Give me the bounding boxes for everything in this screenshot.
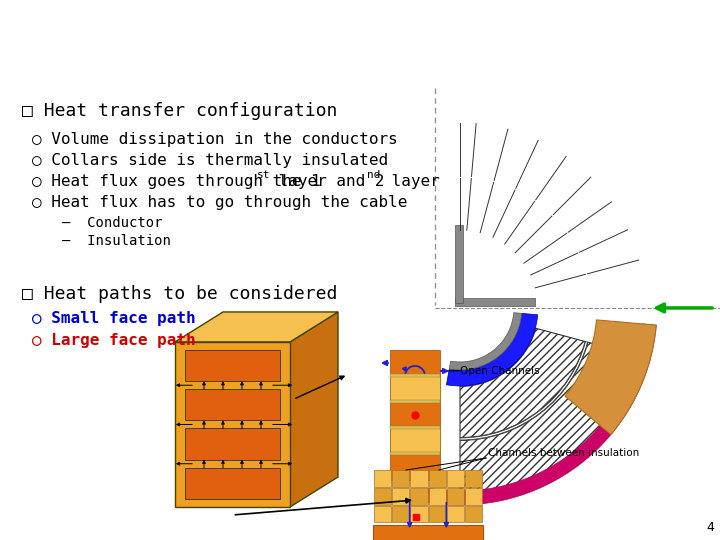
Text: Channels between insulation: Channels between insulation xyxy=(488,448,639,458)
Wedge shape xyxy=(443,319,657,508)
Bar xyxy=(455,225,463,303)
Wedge shape xyxy=(460,342,588,440)
Text: 4: 4 xyxy=(706,521,714,534)
Bar xyxy=(428,470,446,487)
Bar xyxy=(390,376,440,402)
Wedge shape xyxy=(449,313,522,370)
Wedge shape xyxy=(460,341,587,439)
Wedge shape xyxy=(565,320,656,435)
Text: □ Heat transfer configuration: □ Heat transfer configuration xyxy=(22,102,338,120)
Text: Open Channels: Open Channels xyxy=(460,366,539,376)
Bar xyxy=(390,401,440,403)
Bar xyxy=(392,488,409,504)
Bar xyxy=(410,488,428,504)
Bar xyxy=(465,505,482,522)
Bar xyxy=(390,453,440,455)
Polygon shape xyxy=(290,312,338,507)
Text: The heat paths (1/2): The heat paths (1/2) xyxy=(72,23,442,57)
Bar xyxy=(455,298,535,306)
Text: ○ Large face path: ○ Large face path xyxy=(32,333,196,348)
Text: ○ Heat flux has to go through the cable: ○ Heat flux has to go through the cable xyxy=(32,195,408,210)
Bar xyxy=(465,470,482,487)
Bar xyxy=(390,427,440,429)
Bar xyxy=(373,525,483,540)
Text: l r f u: l r f u xyxy=(6,10,38,18)
Text: layer: layer xyxy=(382,174,440,189)
Bar xyxy=(390,402,440,428)
Bar xyxy=(410,505,428,522)
Bar xyxy=(185,389,280,421)
Text: cea: cea xyxy=(17,38,36,48)
Bar xyxy=(465,488,482,504)
Bar xyxy=(374,470,391,487)
Text: ○ Collars side is thermally insulated: ○ Collars side is thermally insulated xyxy=(32,153,388,168)
Text: –  Insulation: – Insulation xyxy=(62,234,171,248)
Bar xyxy=(390,428,440,454)
Bar xyxy=(447,505,464,522)
Text: □ Heat paths to be considered: □ Heat paths to be considered xyxy=(22,285,338,303)
Wedge shape xyxy=(460,342,588,441)
Wedge shape xyxy=(460,356,639,494)
Bar xyxy=(4,29,50,58)
Bar xyxy=(185,468,280,499)
Wedge shape xyxy=(446,313,538,386)
Bar xyxy=(428,488,446,504)
Bar xyxy=(392,470,409,487)
Bar xyxy=(447,470,464,487)
Wedge shape xyxy=(460,342,639,493)
Text: ○ Small face path: ○ Small face path xyxy=(32,311,196,326)
Bar xyxy=(390,454,440,480)
Bar xyxy=(410,470,428,487)
Bar xyxy=(185,428,280,460)
Text: saclay: saclay xyxy=(6,64,34,73)
Text: layer and 2: layer and 2 xyxy=(269,174,384,189)
Bar xyxy=(390,374,440,377)
Wedge shape xyxy=(426,324,656,505)
Bar xyxy=(392,505,409,522)
Bar xyxy=(374,505,391,522)
Text: –  Conductor: – Conductor xyxy=(62,216,163,230)
Polygon shape xyxy=(175,342,290,507)
Bar xyxy=(185,350,280,381)
Text: ○ Heat flux goes through the 1: ○ Heat flux goes through the 1 xyxy=(32,174,320,189)
Text: st: st xyxy=(257,170,271,180)
Wedge shape xyxy=(460,328,585,438)
Bar xyxy=(374,488,391,504)
Bar xyxy=(447,488,464,504)
Text: ○ Volume dissipation in the conductors: ○ Volume dissipation in the conductors xyxy=(32,132,397,147)
Wedge shape xyxy=(460,328,536,387)
Bar xyxy=(428,505,446,522)
Bar xyxy=(390,350,440,376)
Polygon shape xyxy=(175,312,338,342)
Text: nd: nd xyxy=(367,170,380,180)
